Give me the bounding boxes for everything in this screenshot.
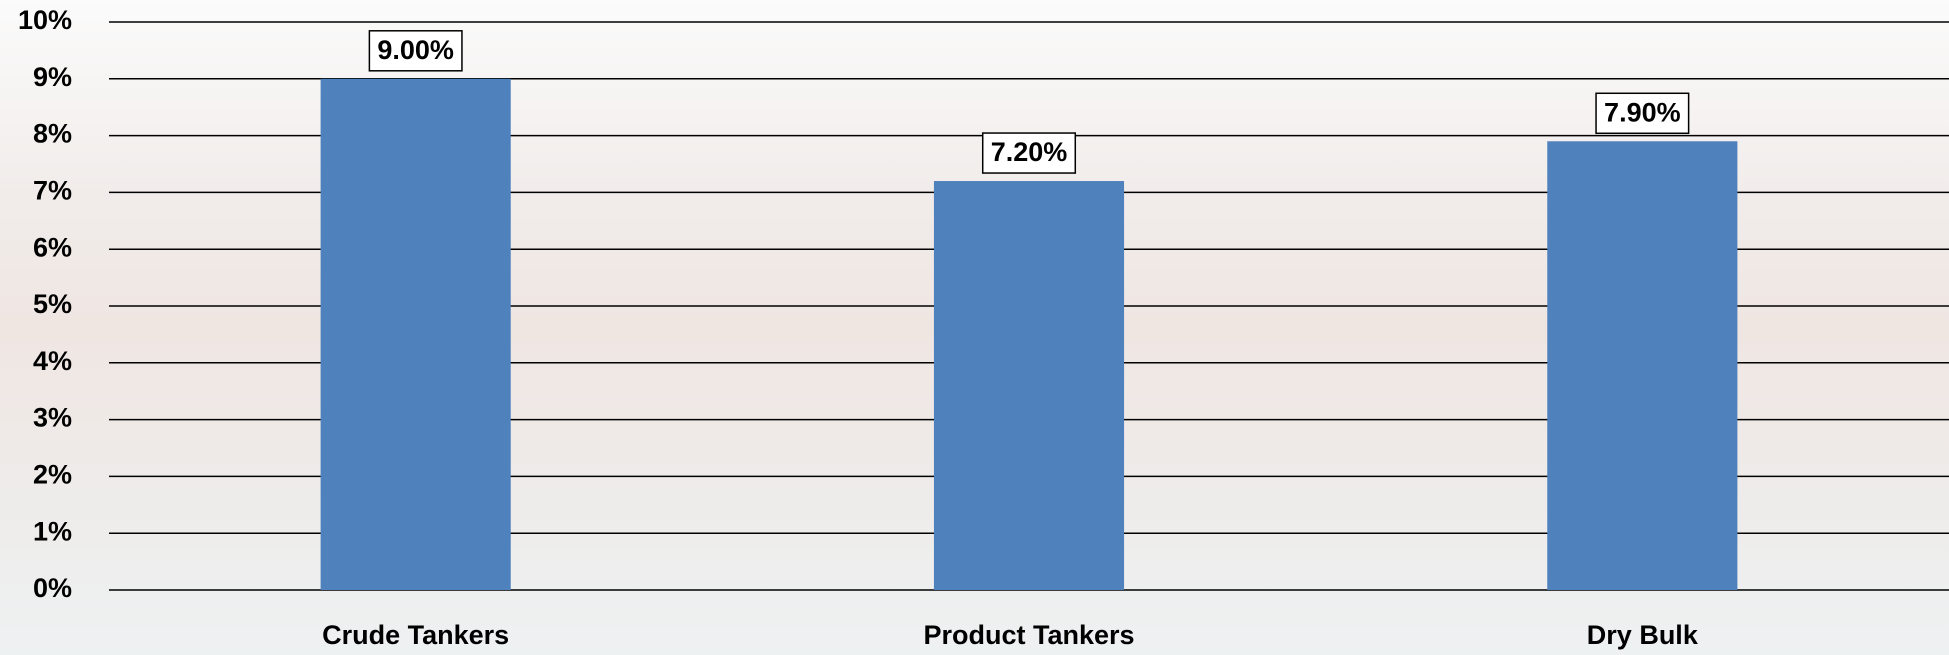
bar [933, 181, 1125, 591]
bar [320, 78, 511, 591]
y-tick-label: 7% [33, 176, 72, 206]
x-tick-label: Product Tankers [923, 620, 1134, 650]
y-tick-label: 2% [33, 460, 72, 490]
y-tick-label: 6% [33, 232, 72, 262]
bar [1547, 141, 1738, 590]
y-tick-label: 8% [33, 119, 72, 149]
data-label: 7.90% [1604, 97, 1681, 127]
y-tick-label: 4% [33, 346, 72, 376]
data-label: 9.00% [377, 35, 454, 65]
y-tick-label: 9% [33, 62, 72, 92]
y-tick-label: 10% [18, 5, 72, 35]
y-tick-label: 0% [33, 573, 72, 603]
x-tick-label: Dry Bulk [1587, 620, 1699, 650]
data-label: 7.20% [991, 137, 1068, 167]
y-tick-label: 5% [33, 289, 72, 319]
y-tick-label: 3% [33, 403, 72, 433]
data-label-box [1595, 92, 1690, 135]
data-label-box [981, 132, 1077, 174]
x-tick-label: Crude Tankers [322, 620, 509, 650]
data-label-box [368, 30, 463, 72]
plot-area: 0% 1% 2% 3% 4% 5% 6% 7% 8% 9% 10% Crude Tankers 9.00… [18, 5, 1949, 650]
y-tick-label: 1% [33, 516, 72, 546]
